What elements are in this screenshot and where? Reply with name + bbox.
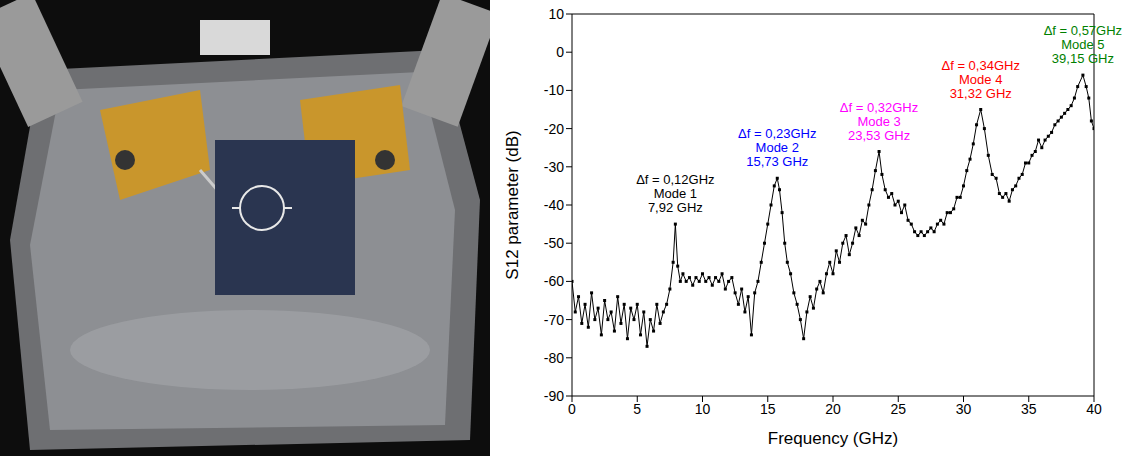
svg-text:40: 40 xyxy=(1086,401,1102,417)
svg-text:Frequency (GHz): Frequency (GHz) xyxy=(768,429,898,448)
svg-text:7,92 GHz: 7,92 GHz xyxy=(648,200,703,215)
svg-text:0: 0 xyxy=(568,401,576,417)
svg-text:-60: -60 xyxy=(544,273,564,289)
svg-text:25: 25 xyxy=(890,401,906,417)
svg-text:Δf = 0,57GHz: Δf = 0,57GHz xyxy=(1044,23,1122,38)
svg-text:0: 0 xyxy=(556,44,564,60)
svg-text:23,53 GHz: 23,53 GHz xyxy=(848,128,910,143)
svg-text:30: 30 xyxy=(956,401,972,417)
svg-text:5: 5 xyxy=(633,401,641,417)
svg-text:Mode 1: Mode 1 xyxy=(654,186,697,201)
svg-text:35: 35 xyxy=(1021,401,1037,417)
svg-text:-30: -30 xyxy=(544,159,564,175)
svg-text:-70: -70 xyxy=(544,312,564,328)
svg-text:S12 parameter (dB): S12 parameter (dB) xyxy=(503,130,522,279)
svg-text:Mode 5: Mode 5 xyxy=(1061,37,1104,52)
svg-text:-50: -50 xyxy=(544,235,564,251)
svg-text:15,73 GHz: 15,73 GHz xyxy=(746,154,808,169)
svg-text:Mode 4: Mode 4 xyxy=(959,72,1002,87)
svg-text:10: 10 xyxy=(548,6,564,22)
svg-text:15: 15 xyxy=(760,401,776,417)
svg-text:-20: -20 xyxy=(544,121,564,137)
svg-text:Mode 2: Mode 2 xyxy=(756,140,799,155)
svg-text:Mode 3: Mode 3 xyxy=(857,114,900,129)
svg-text:31,32 GHz: 31,32 GHz xyxy=(950,86,1012,101)
svg-text:10: 10 xyxy=(695,401,711,417)
svg-text:39,15 GHz: 39,15 GHz xyxy=(1052,51,1114,66)
svg-text:-80: -80 xyxy=(544,350,564,366)
svg-text:-90: -90 xyxy=(544,388,564,404)
svg-text:-10: -10 xyxy=(544,82,564,98)
svg-text:Δf = 0,34GHz: Δf = 0,34GHz xyxy=(942,58,1020,73)
svg-text:-40: -40 xyxy=(544,197,564,213)
svg-text:Δf = 0,12GHz: Δf = 0,12GHz xyxy=(636,172,714,187)
svg-text:20: 20 xyxy=(825,401,841,417)
svg-text:Δf = 0,23GHz: Δf = 0,23GHz xyxy=(738,126,816,141)
svg-text:Δf = 0,32GHz: Δf = 0,32GHz xyxy=(840,100,918,115)
